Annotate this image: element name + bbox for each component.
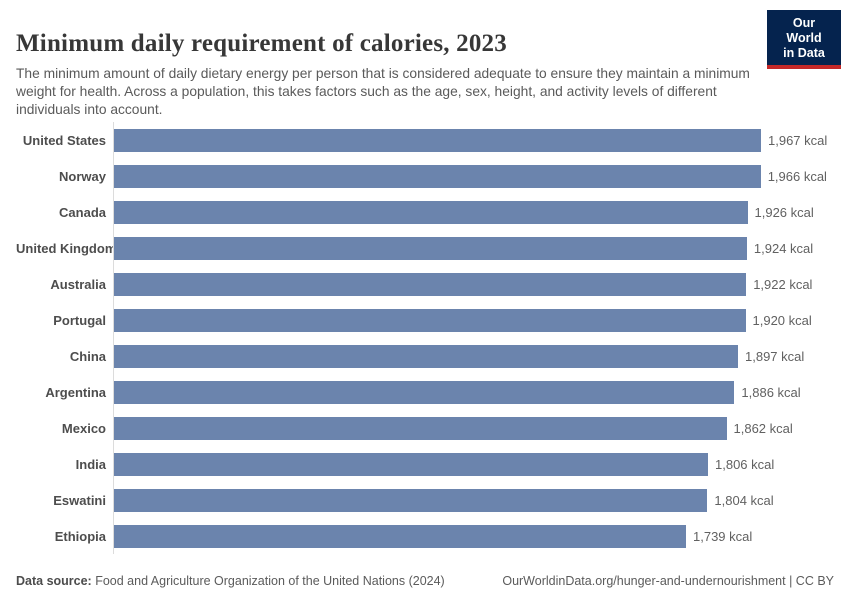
- country-label: Eswatini: [53, 492, 106, 508]
- bar-area: 1,806 kcal: [113, 446, 834, 482]
- country-label: Portugal: [53, 312, 106, 328]
- chart-title: Minimum daily requirement of calories, 2…: [16, 29, 507, 57]
- bar-area: 1,926 kcal: [113, 194, 834, 230]
- bar[interactable]: [114, 344, 738, 368]
- bar[interactable]: [114, 524, 686, 548]
- value-label: 1,967 kcal: [768, 132, 828, 148]
- bar-row: United Kingdom 1,924 kcal: [16, 230, 834, 266]
- bar[interactable]: [114, 308, 746, 332]
- data-source-label: Data source:: [16, 574, 92, 588]
- bar-area: 1,924 kcal: [113, 230, 834, 266]
- value-label: 1,920 kcal: [752, 312, 812, 328]
- bar-row: Ethiopia 1,739 kcal: [16, 518, 834, 554]
- owid-logo: Our World in Data: [767, 10, 841, 69]
- bar[interactable]: [114, 236, 747, 260]
- value-label: 1,926 kcal: [754, 204, 814, 220]
- value-label: 1,806 kcal: [715, 456, 775, 472]
- bar[interactable]: [114, 416, 727, 440]
- owid-url-link[interactable]: OurWorldinData.org/hunger-and-undernouri…: [502, 574, 834, 588]
- bar[interactable]: [114, 452, 708, 476]
- bar-row: India 1,806 kcal: [16, 446, 834, 482]
- value-label: 1,966 kcal: [767, 168, 827, 184]
- country-label: United Kingdom: [16, 240, 117, 256]
- bar-row: Australia 1,922 kcal: [16, 266, 834, 302]
- bar-area: 1,739 kcal: [113, 518, 834, 554]
- bar-row: Canada 1,926 kcal: [16, 194, 834, 230]
- bar-area: 1,886 kcal: [113, 374, 834, 410]
- bar[interactable]: [114, 164, 761, 188]
- country-label: Mexico: [61, 420, 106, 436]
- value-label: 1,804 kcal: [714, 492, 774, 508]
- bar-row: China 1,897 kcal: [16, 338, 834, 374]
- owid-logo-line2: in Data: [783, 46, 825, 60]
- bar[interactable]: [114, 200, 748, 224]
- bar-row: United States 1,967 kcal: [16, 122, 834, 158]
- value-label: 1,862 kcal: [733, 420, 793, 436]
- value-label: 1,922 kcal: [753, 276, 813, 292]
- value-label: 1,897 kcal: [745, 348, 805, 364]
- bar-rows: United States 1,967 kcal Norway 1,966 kcal C…: [16, 122, 834, 554]
- bar-chart: United States 1,967 kcal Norway 1,966 kcal C…: [16, 122, 834, 554]
- country-label: Australia: [50, 276, 106, 292]
- bar-area: 1,920 kcal: [113, 302, 834, 338]
- bar-area: 1,922 kcal: [113, 266, 834, 302]
- chart-subtitle: The minimum amount of daily dietary ener…: [16, 65, 750, 117]
- data-source-note: Data source: Food and Agriculture Organi…: [16, 574, 445, 588]
- value-label: 1,739 kcal: [693, 528, 753, 544]
- country-label: Canada: [59, 204, 106, 220]
- bar[interactable]: [114, 380, 735, 404]
- bar-area: 1,862 kcal: [113, 410, 834, 446]
- bar-row: Mexico 1,862 kcal: [16, 410, 834, 446]
- country-label: United States: [22, 132, 106, 148]
- bar-area: 1,966 kcal: [113, 158, 834, 194]
- bar[interactable]: [114, 128, 761, 152]
- country-label: Ethiopia: [54, 528, 106, 544]
- country-label: Norway: [59, 168, 106, 184]
- bar-row: Norway 1,966 kcal: [16, 158, 834, 194]
- bar[interactable]: [114, 488, 708, 512]
- bar-row: Eswatini 1,804 kcal: [16, 482, 834, 518]
- owid-logo-line1: Our World: [786, 16, 822, 45]
- country-label: Argentina: [45, 384, 106, 400]
- value-label: 1,886 kcal: [741, 384, 801, 400]
- chart-footer: Data source: Food and Agriculture Organi…: [16, 574, 834, 588]
- bar-area: 1,897 kcal: [113, 338, 834, 374]
- bar-row: Portugal 1,920 kcal: [16, 302, 834, 338]
- country-label: China: [69, 348, 106, 364]
- bar-row: Argentina 1,886 kcal: [16, 374, 834, 410]
- country-label: India: [75, 456, 106, 472]
- bar-area: 1,804 kcal: [113, 482, 834, 518]
- value-label: 1,924 kcal: [753, 240, 814, 256]
- bar-area: 1,967 kcal: [113, 122, 834, 158]
- data-source-text: Food and Agriculture Organization of the…: [91, 574, 445, 588]
- bar[interactable]: [114, 272, 747, 296]
